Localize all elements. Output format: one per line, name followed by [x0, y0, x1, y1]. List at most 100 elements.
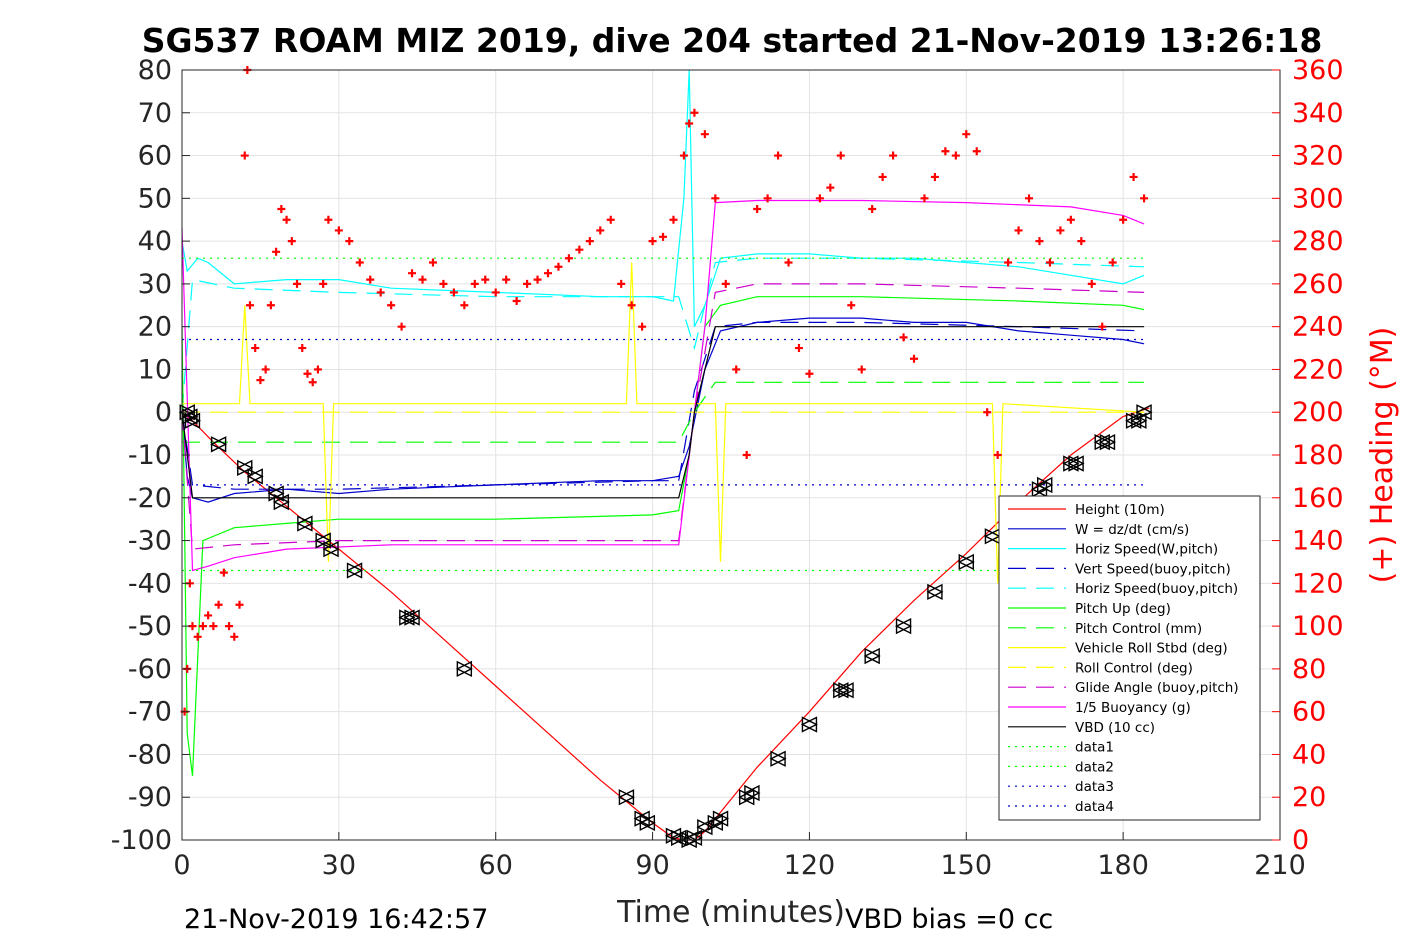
y-right-tick-label: 80	[1292, 654, 1326, 685]
heading-point	[1066, 215, 1075, 224]
y-axis-left: 80 70 60 50 40 30 20 10 0 -10 -20 -30 -40 -50 -60 -70 -8…	[111, 55, 190, 856]
heading-point	[648, 237, 657, 246]
heading-point	[470, 279, 479, 288]
dive-marker	[1067, 455, 1084, 472]
y-right-tick-label: 140	[1292, 526, 1344, 557]
y-right-tick-label: 180	[1292, 440, 1344, 471]
heading-point	[230, 632, 239, 641]
dive-marker	[1093, 434, 1110, 451]
dive-marker	[711, 810, 729, 827]
y-right-tick-label: 40	[1292, 739, 1326, 770]
y-right-tick-label: 200	[1292, 397, 1344, 428]
heading-point	[261, 365, 270, 374]
heading-point	[941, 147, 950, 156]
x-axis-label: Time (minutes)	[616, 895, 845, 930]
y-tick-label: -100	[111, 825, 172, 856]
heading-layer	[180, 66, 1149, 716]
dive-marker	[345, 562, 363, 579]
heading-point	[193, 632, 202, 641]
heading-point	[983, 408, 992, 417]
legend-label: Pitch Up (deg)	[1075, 601, 1171, 617]
heading-point	[523, 279, 532, 288]
series-line-6	[182, 381, 1145, 443]
heading-point	[805, 369, 814, 378]
heading-point	[732, 365, 741, 374]
heading-point	[256, 376, 265, 385]
heading-point	[319, 279, 328, 288]
heading-point	[1004, 258, 1013, 267]
dive-marker	[800, 716, 818, 733]
legend-label: Roll Control (deg)	[1075, 660, 1193, 676]
heading-point	[826, 183, 835, 192]
x-tick-label: 0	[173, 850, 190, 881]
dive-marker	[638, 814, 656, 832]
heading-point	[742, 451, 751, 459]
y-tick-label: 40	[138, 226, 172, 257]
heading-point	[219, 568, 228, 577]
heading-point	[439, 279, 448, 288]
heading-point	[324, 215, 333, 224]
y-tick-label: -90	[128, 782, 172, 813]
heading-point	[481, 275, 490, 284]
heading-point	[1129, 172, 1138, 181]
heading-point	[408, 269, 417, 278]
y-tick-label: -60	[128, 654, 172, 685]
heading-point	[638, 322, 647, 331]
heading-point	[899, 333, 908, 342]
heading-point	[225, 622, 234, 631]
y-right-tick-label: 360	[1292, 55, 1344, 86]
heading-point	[387, 301, 396, 310]
heading-point	[627, 301, 636, 310]
heading-point	[575, 245, 584, 254]
dive-marker	[398, 609, 415, 626]
y-tick-label: 10	[138, 354, 172, 385]
legend-label: W = dz/dt (cm/s)	[1075, 522, 1189, 538]
y-right-tick-label: 100	[1292, 611, 1344, 642]
legend-label: Vehicle Roll Stbd (deg)	[1075, 641, 1228, 657]
dive-marker	[832, 682, 849, 699]
heading-point	[962, 130, 971, 139]
y-right-tick-label: 160	[1292, 483, 1344, 514]
heading-point	[272, 247, 281, 256]
legend-box	[998, 495, 1261, 821]
marker-layer	[178, 404, 1153, 849]
x-tick-label: 180	[1097, 850, 1149, 881]
y-axis-right: 3603403203002802602402202001801601401201…	[1272, 55, 1344, 856]
heading-point	[198, 622, 207, 631]
y-right-tick-label: 340	[1292, 98, 1344, 129]
legend-label: data1	[1075, 740, 1114, 756]
heading-point	[308, 378, 317, 387]
legend-label: Height (10m)	[1075, 502, 1165, 518]
heading-point	[951, 151, 960, 160]
dive-marker	[1125, 412, 1142, 429]
y-tick-label: -10	[128, 440, 172, 471]
heading-point	[554, 262, 563, 271]
dive-marker	[296, 515, 313, 532]
dive-marker	[894, 617, 912, 635]
y-axis-right-label: (+) Heading (°M)	[1365, 327, 1400, 584]
y-right-tick-label: 60	[1292, 697, 1326, 728]
heading-point	[204, 611, 213, 620]
dive-marker	[455, 660, 473, 678]
heading-point	[245, 301, 254, 310]
y-right-tick-label: 300	[1292, 183, 1344, 214]
heading-point	[418, 275, 427, 284]
series-line-3	[181, 321, 1145, 490]
dive-marker	[769, 750, 786, 767]
heading-point	[345, 237, 354, 246]
heading-point	[303, 369, 312, 378]
heading-point	[972, 147, 981, 156]
heading-point	[711, 194, 720, 203]
dive-marker	[1130, 412, 1147, 429]
legend-label: Glide Angle (buoy,pitch)	[1075, 680, 1239, 696]
heading-point	[585, 237, 594, 246]
x-axis: 0 30 60 90 120 150 180 210	[173, 832, 1306, 881]
heading-point	[753, 205, 762, 214]
footer-timestamp: 21-Nov-2019 16:42:57	[184, 904, 488, 935]
y-tick-label: 30	[138, 269, 172, 300]
series-line-10	[181, 199, 1145, 572]
heading-point	[815, 194, 824, 203]
heading-point	[491, 288, 500, 297]
heading-point	[700, 130, 709, 139]
dive-marker	[178, 404, 195, 421]
